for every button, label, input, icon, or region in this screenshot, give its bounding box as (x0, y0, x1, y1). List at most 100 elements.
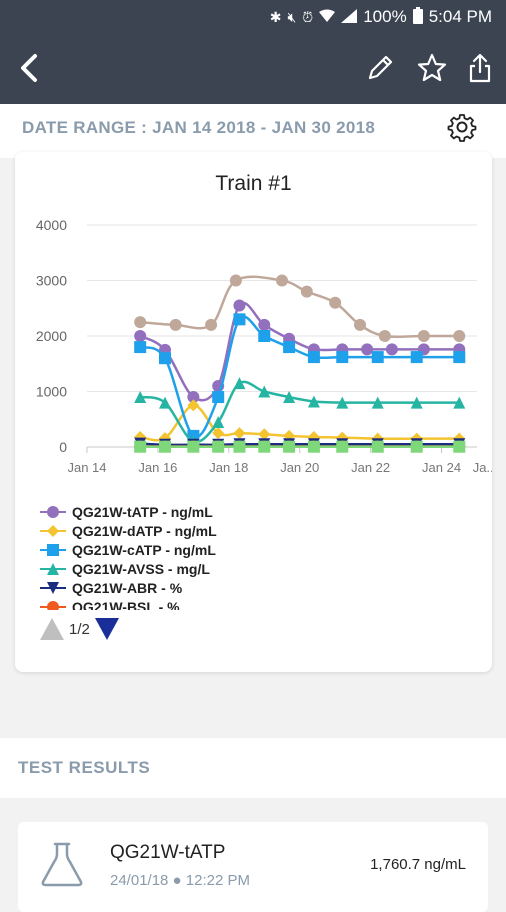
data-point-7 (283, 440, 296, 453)
result-item[interactable]: QG21W-tATP 24/01/18 ● 12:22 PM 1,760.7 n… (18, 822, 488, 912)
data-point-7 (212, 440, 225, 453)
result-value: 1,760.7 ng/mL (370, 856, 466, 873)
y-tick-label: 0 (59, 439, 67, 455)
alarm-icon: ⏰︎ (302, 8, 314, 25)
legend-item[interactable]: QG21W-tATP - ng/mL (40, 502, 340, 521)
legend-swatch-marker (47, 600, 59, 610)
data-point-0 (354, 318, 366, 331)
legend-item[interactable]: QG21W-AVSS - mg/L (40, 559, 340, 578)
y-tick-label: 2000 (36, 328, 67, 344)
app-bar (0, 34, 506, 104)
data-point-7 (187, 440, 200, 453)
bluetooth-icon: ✱ (269, 8, 282, 25)
favorite-button[interactable] (414, 50, 450, 86)
data-point-0 (229, 274, 242, 287)
data-point-1 (385, 343, 398, 356)
x-tick-label: Jan 14 (67, 460, 106, 475)
chart-settings-button[interactable] (445, 110, 479, 144)
legend-swatch (40, 562, 66, 575)
edit-button[interactable] (362, 50, 398, 86)
back-button[interactable] (10, 50, 46, 86)
data-point-3 (159, 352, 171, 365)
date-range-label: DATE RANGE : JAN 14 2018 - JAN 30 2018 (22, 118, 376, 137)
data-point-4 (307, 395, 320, 408)
legend-label: QG21W-dATP - ng/mL (72, 522, 217, 539)
data-point-0 (329, 296, 342, 309)
share-button[interactable] (462, 50, 498, 86)
data-point-4 (410, 396, 423, 409)
result-timestamp: 24/01/18 ● 12:22 PM (110, 872, 250, 889)
test-results-header: TEST RESULTS (0, 738, 506, 798)
series-line-3 (139, 315, 460, 439)
legend-prev-icon[interactable] (39, 617, 65, 641)
y-tick-label: 4000 (36, 217, 67, 233)
legend-page-indicator: 1/2 (69, 620, 90, 638)
data-point-0 (378, 330, 391, 342)
data-point-2 (233, 427, 246, 440)
gear-icon (447, 114, 477, 142)
legend-swatch-marker (47, 562, 59, 575)
chart-legend: QG21W-tATP - ng/mL QG21W-dATP - ng/mL QG21… (40, 502, 340, 610)
legend-swatch (40, 524, 66, 537)
pencil-icon (368, 55, 393, 80)
signal-icon (341, 8, 358, 26)
x-tick-label: Ja... (473, 460, 492, 475)
data-point-0 (276, 274, 288, 287)
data-point-2 (187, 399, 200, 412)
legend-swatch (40, 581, 66, 594)
data-point-3 (371, 351, 384, 364)
legend-label: QG21W-tATP - ng/mL (72, 503, 213, 520)
data-point-0 (205, 318, 218, 331)
legend-item[interactable]: QG21W-BSL - % (40, 597, 340, 610)
legend-item[interactable]: QG21W-ABR - % (40, 578, 340, 597)
legend-label: QG21W-ABR - % (72, 579, 183, 596)
data-point-7 (159, 440, 171, 453)
y-tick-label: 1000 (36, 384, 67, 400)
data-point-0 (169, 318, 182, 331)
legend-swatch (40, 600, 66, 610)
section-spacer (0, 688, 506, 736)
data-point-0 (417, 330, 430, 342)
data-point-3 (410, 351, 423, 364)
data-point-4 (233, 377, 246, 390)
data-point-3 (336, 351, 349, 364)
line-chart: 0 1000 2000 3000 4000 Jan 14 Jan 16 Jan 18 Jan 2… (36, 217, 492, 475)
data-point-7 (233, 440, 246, 453)
share-icon (469, 53, 491, 83)
y-tick-label: 3000 (36, 273, 67, 289)
series-line-0 (140, 275, 460, 339)
data-point-7 (453, 440, 466, 453)
x-tick-label: Jan 16 (138, 460, 177, 475)
data-point-3 (258, 330, 271, 342)
data-point-3 (283, 341, 296, 354)
legend-label: QG21W-AVSS - mg/L (72, 560, 210, 577)
result-name: QG21W-tATP (110, 842, 226, 863)
legend-item[interactable]: QG21W-cATP - ng/mL (40, 540, 340, 559)
data-point-4 (258, 385, 271, 398)
data-point-7 (371, 440, 384, 453)
data-point-4 (453, 396, 466, 409)
x-tick-label: Jan 24 (422, 460, 461, 475)
data-point-3 (233, 313, 246, 326)
data-point-0 (453, 330, 466, 342)
data-point-2 (258, 428, 271, 441)
data-point-1 (233, 299, 246, 312)
status-bar: ✱ 🔇︎ ⏰︎ 100% 5:04 PM (0, 0, 506, 34)
chart-title: Train #1 (215, 172, 292, 195)
data-point-4 (159, 396, 171, 409)
date-range-bar: DATE RANGE : JAN 14 2018 - JAN 30 2018 (0, 104, 506, 158)
data-point-7 (336, 440, 349, 453)
legend-item[interactable]: QG21W-dATP - ng/mL (40, 521, 340, 540)
battery-icon (412, 7, 423, 27)
legend-pager: 1/2 (39, 617, 120, 641)
data-point-2 (212, 427, 225, 440)
data-point-0 (300, 285, 313, 298)
data-point-3 (212, 391, 225, 404)
legend-next-icon[interactable] (94, 617, 120, 641)
data-point-1 (361, 343, 374, 356)
star-icon (417, 53, 447, 82)
data-point-3 (307, 351, 320, 364)
data-point-4 (283, 391, 296, 404)
legend-swatch-marker (47, 543, 59, 556)
x-tick-label: Jan 20 (280, 460, 319, 475)
